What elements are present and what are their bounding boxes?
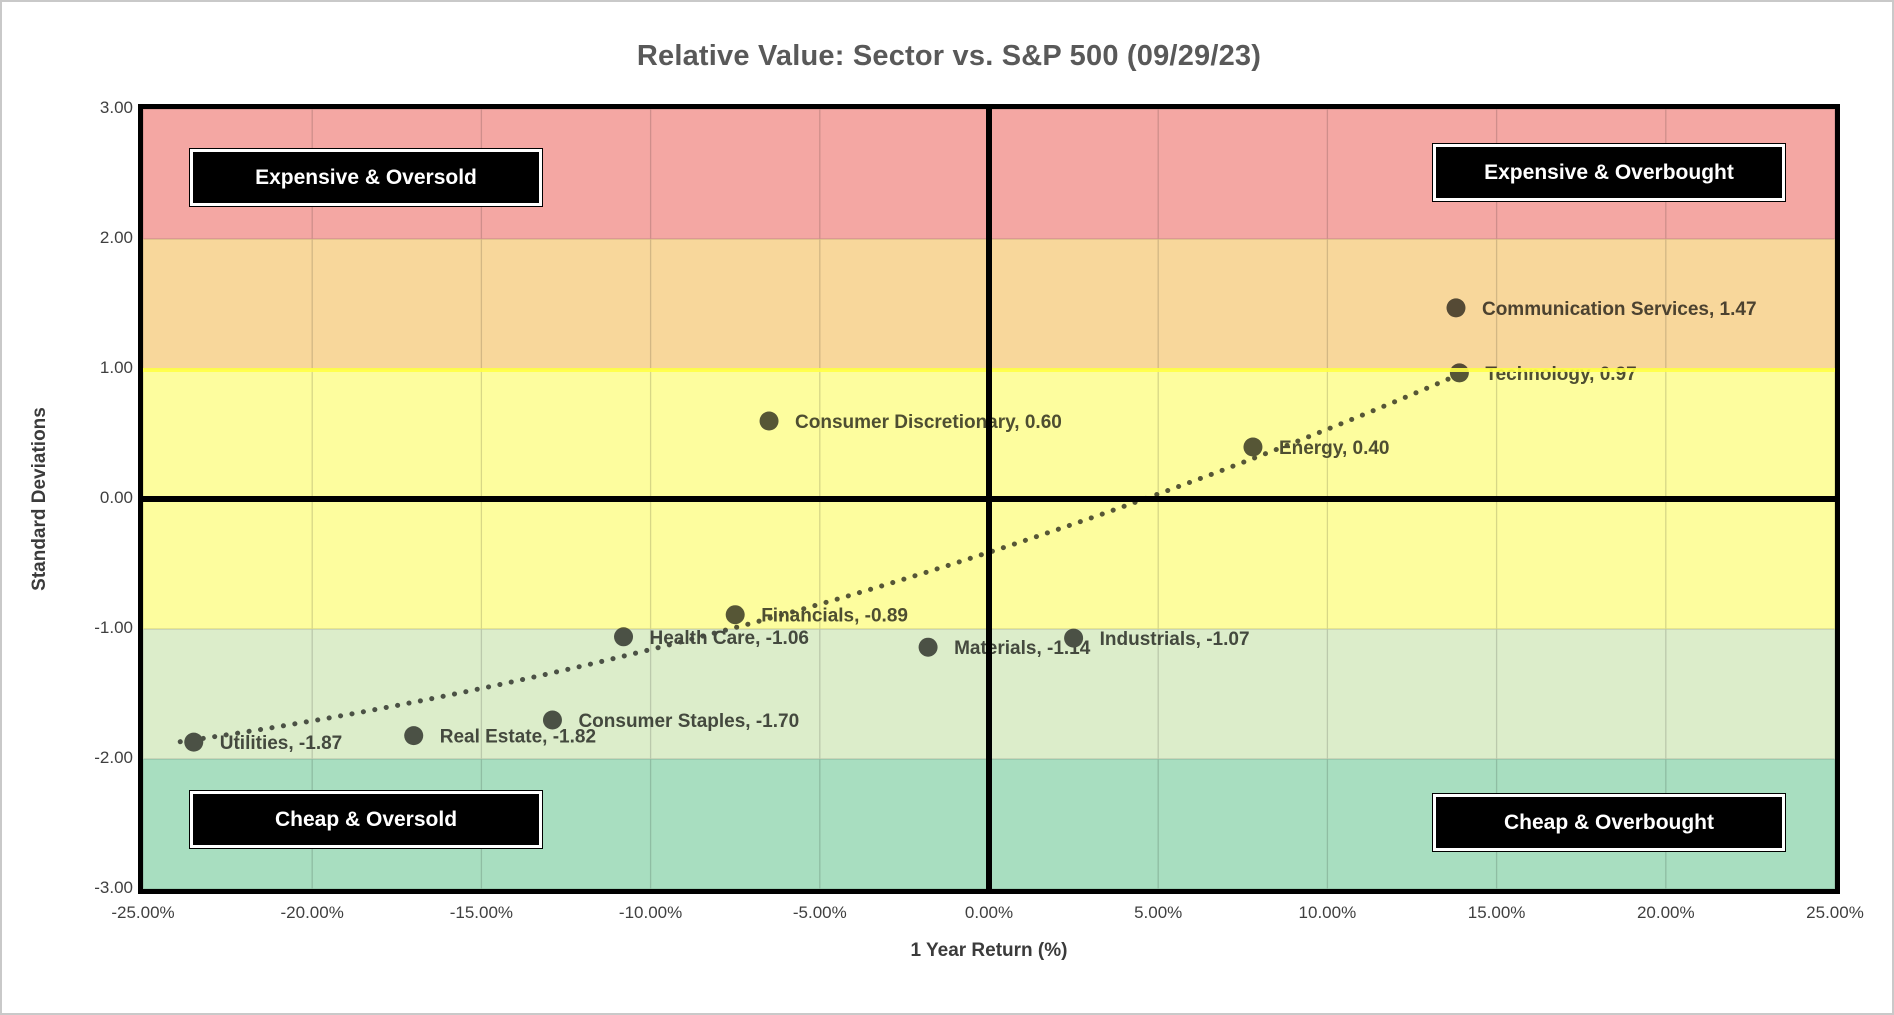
x-tick-label: -5.00% — [792, 903, 847, 922]
x-tick-label: -15.00% — [449, 903, 514, 922]
y-tick-label: -2.00 — [94, 748, 133, 767]
y-tick-label: -3.00 — [94, 878, 133, 897]
x-tick-label: -10.00% — [618, 903, 683, 922]
x-tick-label: 20.00% — [1636, 903, 1695, 922]
zero-y-axis-line — [143, 496, 1835, 502]
y-tick-label: 2.00 — [99, 228, 133, 247]
x-tick-label: 5.00% — [1134, 903, 1183, 922]
y-tick-label: 0.00 — [99, 488, 133, 507]
x-axis-title: 1 Year Return (%) — [910, 940, 1068, 961]
y-tick-label: -1.00 — [94, 618, 133, 637]
x-tick-label: 15.00% — [1467, 903, 1526, 922]
x-tick-label: 0.00% — [964, 903, 1014, 922]
quadrant-label-bottom-left: Cheap & Oversold — [189, 790, 543, 849]
x-tick-label: 10.00% — [1298, 903, 1357, 922]
quadrant-label-top-right: Expensive & Overbought — [1432, 143, 1786, 202]
quadrant-label-top-left: Expensive & Oversold — [189, 148, 543, 207]
plot-area: Utilities, -1.87Real Estate, -1.82Consum… — [143, 109, 1835, 889]
chart-title: Relative Value: Sector vs. S&P 500 (09/2… — [636, 40, 1262, 72]
y-tick-label: 3.00 — [99, 98, 133, 117]
x-tick-label: 25.00% — [1806, 903, 1864, 922]
x-tick-label: -20.00% — [280, 903, 344, 922]
x-tick-label: -25.00% — [111, 903, 175, 922]
quadrant-label-bottom-right: Cheap & Overbought — [1432, 793, 1786, 852]
y-tick-label: 1.00 — [99, 358, 133, 377]
